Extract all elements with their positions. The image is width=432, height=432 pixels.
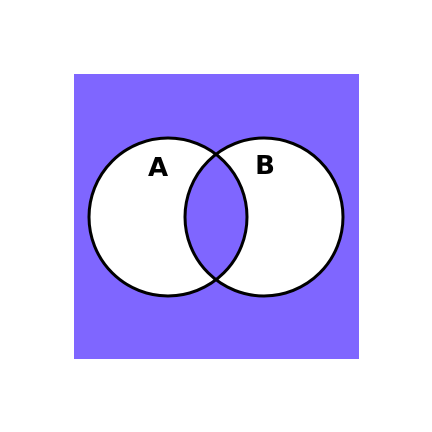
intersection-region [185,138,247,296]
set-b-outline [183,136,345,298]
set-b-label: B [255,151,275,181]
set-a-outline [87,136,249,298]
set-a-label: A [148,153,168,183]
